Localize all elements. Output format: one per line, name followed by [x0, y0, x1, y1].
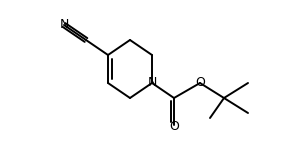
- Text: N: N: [147, 76, 157, 89]
- Text: O: O: [195, 76, 205, 89]
- Text: N: N: [59, 18, 69, 31]
- Text: O: O: [169, 121, 179, 134]
